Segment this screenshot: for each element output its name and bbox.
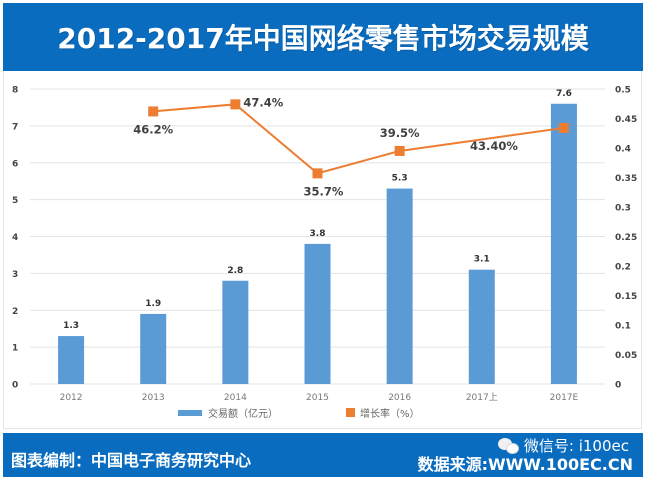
growth-value-label: 35.7% [304,184,344,198]
bar-series [58,103,577,384]
x-tick-label: 2017上 [466,392,498,403]
x-axis-ticks: 2012 2013 2014 2015 2016 2017上 2017E [60,392,579,403]
growth-value-label: 46.2% [133,122,173,136]
wechat-icon [497,437,520,454]
growth-marker [558,122,569,133]
wechat-id: 微信号: i100ec [497,435,629,456]
right-tick-label: 0.35 [615,174,637,184]
x-tick-label: 2012 [60,393,83,403]
bar-value-label: 3.8 [310,229,326,239]
bar [58,336,85,384]
bar [468,269,495,384]
growth-value-label: 47.4% [243,95,283,109]
bar [304,243,331,384]
line-data-labels: 46.2% 47.4% 35.7% 39.5% 43.40% [133,95,518,198]
bar-value-label: 5.3 [392,174,408,184]
right-tick-label: 0.3 [615,204,631,214]
right-axis-ticks: 0 0.05 0.1 0.15 0.2 0.25 0.3 0.35 0.4 0.45 0.5 [615,86,637,391]
wechat-id-text: 微信号: i100ec [523,437,629,455]
growth-value-label: 39.5% [380,126,420,140]
growth-marker [148,106,159,117]
x-tick-label: 2014 [224,393,247,403]
left-tick-label: 2 [12,307,18,317]
left-tick-label: 3 [12,270,18,280]
x-tick-label: 2015 [306,393,329,403]
left-tick-label: 8 [12,86,18,96]
x-tick-label: 2013 [142,393,165,403]
left-axis-ticks: 0 1 2 3 4 5 6 7 8 [12,86,18,391]
bar [140,313,167,384]
right-tick-label: 0.2 [615,263,631,273]
bar-value-label: 7.6 [556,89,572,99]
growth-marker [312,168,323,179]
legend: 交易额（亿元） 增长率（%） [178,407,420,420]
left-tick-label: 0 [12,381,18,391]
bar [222,280,249,384]
right-tick-label: 0.45 [615,115,637,125]
legend-label-bar: 交易额（亿元） [208,407,278,420]
right-tick-label: 0.05 [615,351,637,361]
x-tick-label: 2017E [550,393,579,403]
bar [550,103,577,384]
bar-value-label: 1.9 [145,299,161,309]
left-tick-label: 7 [12,122,18,132]
legend-swatch-line [346,408,355,417]
compiled-by-text: 图表编制：中国电子商务研究中心 [11,451,252,470]
left-tick-label: 4 [12,233,18,243]
bar-value-label: 3.1 [474,255,490,265]
right-tick-label: 0.4 [615,145,631,155]
chart-title: 2012-2017年中国网络零售市场交易规模 [57,22,589,55]
bar-value-label: 1.3 [63,321,79,331]
growth-marker [394,145,405,156]
bar [386,188,413,384]
left-tick-label: 1 [12,344,18,354]
legend-swatch-bar [178,410,202,416]
line-series [148,99,569,179]
growth-marker [230,99,241,110]
chart-header: 2012-2017年中国网络零售市场交易规模 [3,3,643,71]
chart-footer: 图表编制：中国电子商务研究中心 微信号: i100ec 数据来源:WWW.100… [3,433,643,477]
legend-label-line: 增长率（%） [360,407,420,420]
data-source-text: 数据来源:WWW.100EC.CN [417,455,633,474]
right-tick-label: 0 [615,381,621,391]
right-tick-label: 0.1 [615,322,631,332]
left-tick-label: 6 [12,159,18,169]
bar-data-labels: 1.3 1.9 2.8 3.8 5.3 3.1 7.6 [63,89,572,331]
x-tick-label: 2016 [388,393,411,403]
left-tick-label: 5 [12,196,18,206]
right-tick-label: 0.5 [615,86,631,96]
right-tick-label: 0.25 [615,233,637,243]
growth-value-label: 43.40% [470,139,518,153]
bar-value-label: 2.8 [227,266,243,276]
right-tick-label: 0.15 [615,292,637,302]
